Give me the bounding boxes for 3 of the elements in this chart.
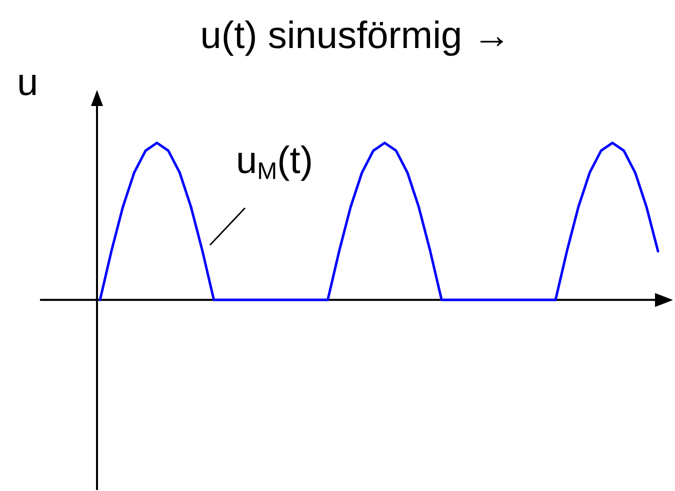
y-axis-title: u (17, 62, 38, 104)
chart-title: u(t) sinusförmig → (199, 15, 512, 57)
annotation: u$_{M}$(t) (236, 140, 314, 185)
